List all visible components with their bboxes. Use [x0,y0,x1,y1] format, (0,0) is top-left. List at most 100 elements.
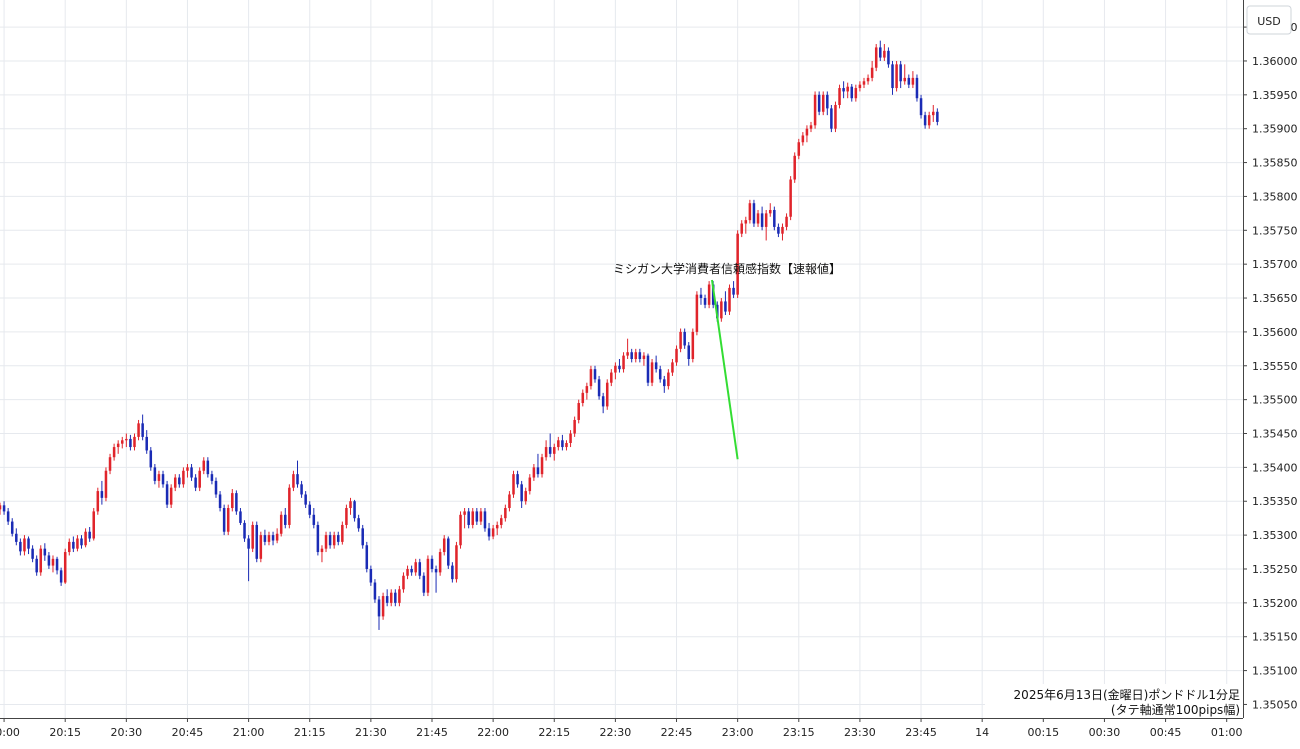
candle-body [883,50,886,58]
candle-body [284,514,287,525]
candle [687,342,691,366]
candle-body [605,382,609,407]
candle-body [402,575,405,590]
y-tick-label: 1.35550 [1252,360,1298,373]
candle-body [226,508,230,532]
candle-body [100,491,104,498]
candle [361,524,364,549]
candle [850,83,854,102]
candle-body [675,348,678,363]
candle [341,521,344,545]
candle-body [487,528,491,537]
candle-body [870,67,874,78]
candle [740,220,743,238]
candle [891,60,894,95]
candle-body [634,352,638,359]
candle-body [707,284,711,305]
candle-body [463,511,466,515]
x-tick-label: 22:45 [661,726,693,739]
candle [182,467,185,488]
candle [377,596,381,630]
candle-body [467,511,470,525]
candle [169,484,173,509]
currency-badge[interactable]: USD [1246,5,1292,35]
candle-body [915,77,919,99]
candle [447,536,450,569]
candle-body [471,511,475,525]
candle [899,60,902,89]
candle [88,526,91,542]
candle [218,491,222,512]
candle [430,555,434,573]
x-tick-label: 23:30 [844,726,876,739]
candle [6,508,10,525]
candle-body [601,396,605,407]
y-axis-ticks: 1.35050 1.35100 1.35150 1.35200 1.35250 1.353… [1243,21,1298,711]
candle-body [512,474,515,495]
candle-body [736,233,739,295]
candle-body [442,538,446,553]
candle [336,531,340,546]
candle [834,101,837,133]
candle-body [732,287,735,295]
candle [724,291,727,315]
candle-body [357,518,360,529]
candle-body [838,88,841,105]
candle [145,430,148,454]
candle [585,382,589,400]
candle-body [695,294,699,332]
candle-body [646,355,650,383]
candle-body [120,440,124,444]
candle-body [703,298,707,305]
candle-body [817,94,821,112]
candle [887,47,890,68]
candle-body [263,535,267,542]
candle-body [687,345,691,359]
candle-body [663,379,666,387]
candle-body [186,467,189,471]
candle [149,447,153,471]
candle [764,209,768,241]
candle [68,538,71,556]
candle [80,535,83,549]
candle-body [141,423,144,437]
candle [826,91,829,116]
candle-body [862,81,866,85]
candle-body [667,372,670,387]
candle [214,477,218,498]
candle [785,213,788,231]
x-tick-label: 20:45 [172,726,204,739]
candle-body [455,545,458,580]
annotation-text: ミシガン大学消費者信頼感指数【速報値】 [613,261,841,276]
x-tick-label: 21:45 [416,726,448,739]
candle [577,399,580,424]
candle-body [129,438,132,448]
x-tick-label: 23:45 [905,726,937,739]
candle-body [349,501,352,509]
candle-body [903,77,907,82]
candle-body [51,558,55,566]
candle [923,111,927,129]
candle [691,328,695,363]
candle [263,529,267,546]
candle [683,328,686,349]
candle [565,440,568,451]
candle [271,531,275,546]
candle [508,491,511,512]
candle-body [304,494,307,505]
candle-body [577,403,580,420]
candle [658,365,662,383]
candle [487,522,491,541]
candle-body [320,548,324,553]
candle [561,434,564,451]
candle [316,521,320,556]
candle-body [557,440,560,448]
candle [695,291,699,336]
candle-body [145,436,148,451]
candle-body [255,524,259,559]
candle-body [59,570,63,583]
candle [801,132,805,146]
candle [467,508,470,529]
candle-body [31,548,34,559]
